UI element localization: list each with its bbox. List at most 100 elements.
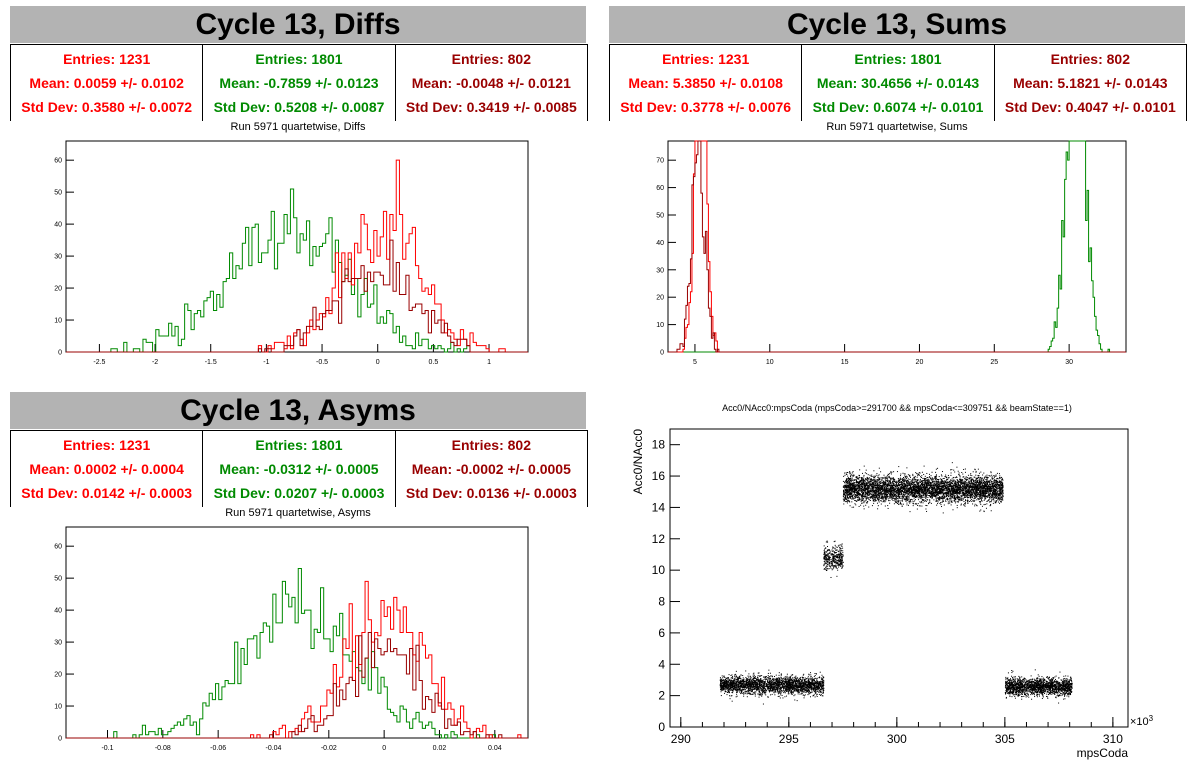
scatter-point (823, 553, 825, 555)
scatter-point (734, 679, 736, 681)
scatter-point (807, 684, 809, 686)
scatter-point (999, 497, 1001, 499)
scatter-point (828, 556, 830, 558)
scatter-point (784, 683, 786, 685)
scatter-point (929, 501, 931, 503)
y-tick-label: 10 (54, 318, 62, 325)
scatter-point (899, 477, 901, 479)
scatter-point (849, 480, 851, 482)
scatter-point (761, 681, 763, 683)
scatter-point (723, 675, 725, 677)
scatter-point (791, 679, 793, 681)
scatter-point (732, 680, 734, 682)
histogram-series-0 (668, 140, 1126, 353)
scatter-point (772, 689, 774, 691)
scatter-point (866, 490, 868, 492)
scatter-point (847, 484, 849, 486)
scatter-point (972, 496, 974, 498)
stat-entries: Entries: 1231 (63, 51, 151, 67)
scatter-point (830, 564, 832, 566)
scatter-point (939, 499, 941, 501)
scatter-point (789, 680, 791, 682)
scatter-point (898, 466, 900, 468)
scatter-point (814, 692, 816, 694)
scatter-point (824, 552, 826, 554)
scatter-point (720, 680, 722, 682)
scatter-point (813, 687, 815, 689)
scatter-point (724, 681, 726, 683)
scatter-point (739, 677, 741, 679)
scatter-point (832, 555, 834, 557)
scatter-point (848, 484, 850, 486)
scatter-point (779, 688, 781, 690)
scatter-point (787, 679, 789, 681)
scatter-point (993, 493, 995, 495)
scatter-point (837, 561, 839, 563)
scatter-point (840, 562, 842, 564)
scatter-point (810, 681, 812, 683)
scatter-point (889, 477, 891, 479)
scatter-point (818, 691, 820, 693)
scatter-point (974, 480, 976, 482)
scatter-point (808, 674, 810, 676)
scatter-point (723, 689, 725, 691)
scatter-point (720, 689, 722, 691)
scatter-point (762, 703, 764, 705)
scatter-point (738, 686, 740, 688)
scatter-point (756, 686, 758, 688)
scatter-point (953, 495, 955, 497)
scatter-point (740, 683, 742, 685)
scatter-point (841, 543, 843, 545)
scatter-point (768, 684, 770, 686)
scatter-point (848, 486, 850, 488)
scatter-point (828, 549, 830, 551)
scatter-point (762, 689, 764, 691)
scatter-point (787, 691, 789, 693)
scatter-point (739, 681, 741, 683)
scatter-point (747, 687, 749, 689)
scatter-point (821, 677, 823, 679)
scatter-point (794, 677, 796, 679)
scatter-point (720, 682, 722, 684)
scatter-point (795, 687, 797, 689)
scatter-point (835, 556, 837, 558)
scatter-point (786, 681, 788, 683)
scatter-point (920, 485, 922, 487)
scatter-point (828, 555, 830, 557)
scatter-point (754, 679, 756, 681)
scatter-point (760, 689, 762, 691)
scatter-point (819, 683, 821, 685)
scatter-point (794, 694, 796, 696)
scatter-point (728, 689, 730, 691)
scatter-point (825, 569, 827, 571)
scatter-point (953, 476, 955, 478)
scatter-point (777, 683, 779, 685)
scatter-point (747, 688, 749, 690)
scatter-point (840, 552, 842, 554)
scatter-point (801, 690, 803, 692)
scatter-point (755, 681, 757, 683)
scatter-point (809, 685, 811, 687)
scatter-point (788, 687, 790, 689)
stat-entries: Entries: 1801 (854, 51, 942, 67)
scatter-point (723, 676, 725, 678)
scatter-point (939, 496, 941, 498)
scatter-point (986, 496, 988, 498)
scatter-point (944, 496, 946, 498)
scatter-point (770, 694, 772, 696)
scatter-point (918, 505, 920, 507)
scatter-point (828, 561, 830, 563)
scatter-point (801, 686, 803, 688)
scatter-point (828, 559, 830, 561)
scatter-point (951, 500, 953, 502)
scatter-point (819, 671, 821, 673)
scatter-point (880, 481, 882, 483)
scatter-point (847, 498, 849, 500)
scatter-point (733, 688, 735, 690)
scatter-point (771, 690, 773, 692)
scatter-point (734, 680, 736, 682)
scatter-point (837, 563, 839, 565)
y-axis-label: Acc0/NAcc0 (631, 429, 645, 495)
scatter-point (823, 549, 825, 551)
scatter-point (960, 504, 962, 506)
